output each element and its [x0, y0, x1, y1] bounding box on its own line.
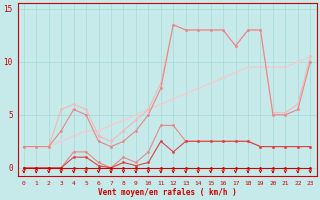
X-axis label: Vent moyen/en rafales ( km/h ): Vent moyen/en rafales ( km/h )	[98, 188, 236, 197]
